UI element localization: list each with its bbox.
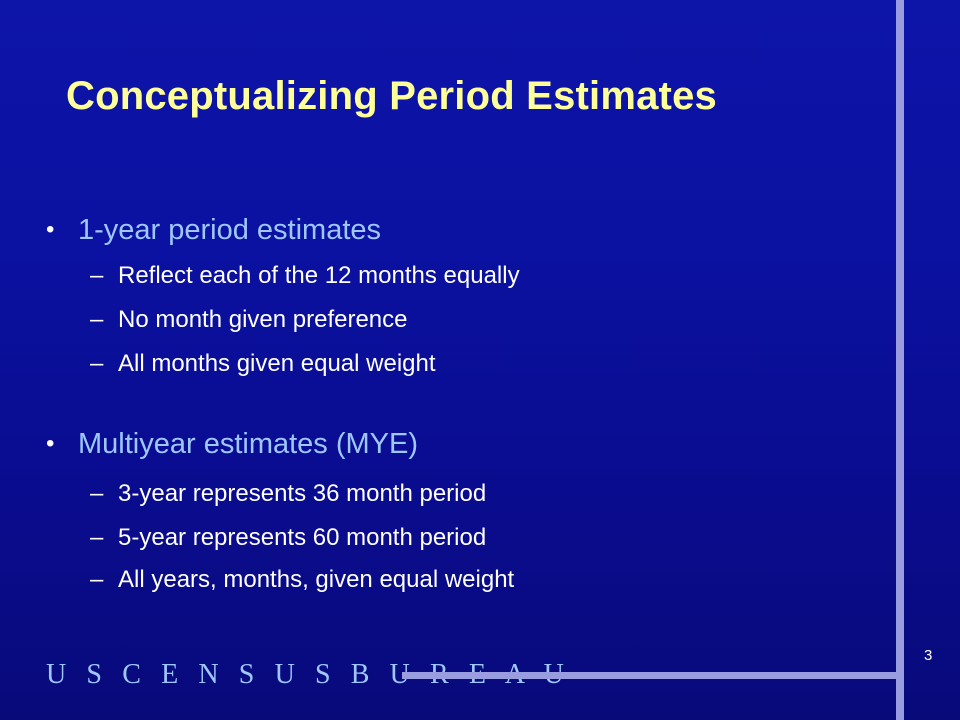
vertical-accent-line (896, 0, 904, 720)
bullet-heading-text: Multiyear estimates (MYE) (78, 428, 419, 460)
bullet-heading-text: 1-year period estimates (78, 214, 382, 246)
sub-bullet: – All months given equal weight (90, 350, 436, 378)
sub-bullet-text: No month given preference (118, 306, 408, 333)
sub-bullet: – Reflect each of the 12 months equally (90, 262, 520, 290)
bullet-icon: • (46, 216, 55, 243)
sub-bullet: – All years, months, given equal weight (90, 566, 514, 594)
dash-icon: – (90, 566, 104, 593)
dash-icon: – (90, 262, 104, 289)
sub-bullet-text: Reflect each of the 12 months equally (118, 262, 520, 289)
dash-icon: – (90, 306, 104, 333)
bullet-icon: • (46, 430, 55, 457)
dash-icon: – (90, 480, 104, 507)
page-number: 3 (924, 647, 933, 664)
slide-content: • 1-year period estimates – Reflect each o… (46, 214, 520, 594)
sub-bullet-text: All years, months, given equal weight (118, 566, 515, 593)
sub-bullet-text: All months given equal weight (118, 350, 436, 377)
dash-icon: – (90, 524, 104, 551)
bullet-heading-1: • 1-year period estimates (46, 214, 381, 247)
slide-title: Conceptualizing Period Estimates (66, 74, 717, 118)
footer-accent-line (402, 672, 896, 679)
dash-icon: – (90, 350, 104, 377)
sub-bullet-text: 5-year represents 60 month period (118, 524, 487, 551)
sub-bullet-text: 3-year represents 36 month period (118, 480, 487, 507)
sub-bullet: –3-year represents 36 month period (90, 480, 486, 508)
sub-bullet: –5-year represents 60 month period (90, 524, 486, 552)
bullet-heading-2: • Multiyear estimates (MYE) (46, 428, 418, 461)
sub-bullet: – No month given preference (90, 306, 408, 334)
